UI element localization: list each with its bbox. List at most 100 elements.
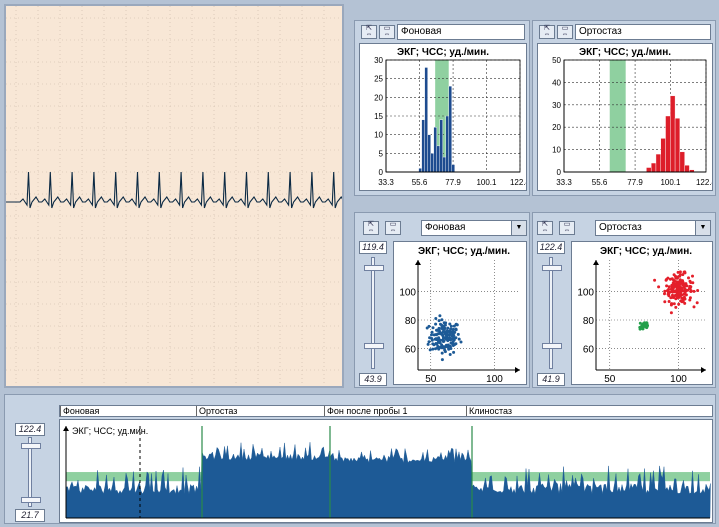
histogram-bar xyxy=(439,119,443,173)
segment-label[interactable]: Клиностаз xyxy=(466,406,512,416)
scatter-point xyxy=(671,293,674,297)
scale-tool-button[interactable]: ▭ ⇔ xyxy=(385,221,401,235)
scatter-point xyxy=(438,332,442,336)
scatter-point xyxy=(431,347,435,351)
scatter-point xyxy=(674,289,678,293)
scatter-point xyxy=(638,321,642,325)
scatter-point xyxy=(442,346,446,350)
slider-handle-bottom[interactable] xyxy=(364,343,384,349)
histogram-bar xyxy=(433,126,437,173)
y-axis-arrow-icon xyxy=(63,426,69,431)
scatter-point xyxy=(451,340,455,344)
slider-handle-bottom[interactable] xyxy=(21,497,41,503)
stage-dropdown[interactable]: Фоновая ▼ xyxy=(421,220,527,236)
scatter-point xyxy=(435,338,439,342)
select-tool-button[interactable]: ⇱ ⇔ xyxy=(363,221,379,235)
stage-dropdown[interactable]: Ортостаз ▼ xyxy=(595,220,711,236)
histogram-bar xyxy=(646,167,652,173)
scatter-point xyxy=(436,346,440,350)
histogram-bar xyxy=(650,162,657,173)
scatter-point xyxy=(683,301,687,305)
scatter-point xyxy=(676,287,680,291)
x-tick-label: 33.3 xyxy=(556,178,572,187)
y-tick-label: 5 xyxy=(379,149,384,158)
slider-handle-bottom[interactable] xyxy=(542,343,562,349)
segment-label[interactable]: Фоновая xyxy=(60,406,99,416)
scatter-panel-orthostasis: ⇱ ⇔ ▭ ⇔ Ортостаз ▼ 122.4 41.9 ЭКГ; ЧСС; уд… xyxy=(532,212,716,388)
scale-tool-button[interactable]: ▭ ⇔ xyxy=(559,221,575,235)
x-tick-label: 122.4 xyxy=(510,178,526,187)
scale-tool-button[interactable]: ▭ ⇔ xyxy=(379,25,395,39)
select-tool-button[interactable]: ⇱ ⇔ xyxy=(539,25,555,39)
ecg-trace xyxy=(6,171,342,209)
segment-label[interactable]: Ортостаз xyxy=(196,406,237,416)
stage-selector[interactable]: Ортостаз xyxy=(575,24,711,40)
scatter-point xyxy=(681,273,685,277)
trend-chart: ЭКГ; ЧСС; уд.мин. xyxy=(59,419,713,523)
scatter-point xyxy=(695,301,699,305)
stage-selector-value: Фоновая xyxy=(401,26,442,37)
scatter-point xyxy=(638,325,642,329)
scatter-point xyxy=(665,284,669,288)
scatter-point xyxy=(454,327,458,331)
x-tick-label: 50 xyxy=(425,374,437,384)
scatter-point xyxy=(432,333,436,337)
stage-selector[interactable]: Фоновая xyxy=(397,24,525,40)
chevron-down-icon[interactable]: ▼ xyxy=(511,221,526,235)
slider-track xyxy=(28,437,32,507)
scale-tool-button[interactable]: ▭ ⇔ xyxy=(557,25,573,39)
scatter-point xyxy=(426,342,430,346)
scatter-point xyxy=(449,331,453,335)
histogram-bar xyxy=(418,168,422,173)
scatter-point xyxy=(687,276,690,280)
scatter-point xyxy=(678,282,682,286)
vertical-range-slider[interactable] xyxy=(19,437,41,507)
select-tool-button[interactable]: ⇱ ⇔ xyxy=(361,25,377,39)
segment-label[interactable]: Фон после пробы 1 xyxy=(324,406,407,416)
plot-frame xyxy=(385,59,521,173)
scatter-point xyxy=(689,281,693,284)
select-tool-button[interactable]: ⇱ ⇔ xyxy=(537,221,553,235)
chart-title: ЭКГ; ЧСС; уд./мин. xyxy=(418,246,510,257)
vertical-range-slider[interactable] xyxy=(541,257,562,369)
plot-frame xyxy=(563,59,707,173)
scatter-point xyxy=(446,326,450,330)
y-tick-label: 20 xyxy=(552,123,561,132)
chart-title: ЭКГ; ЧСС; уд./мин. xyxy=(579,47,671,58)
scatter-point xyxy=(438,314,442,318)
y-tick-label: 20 xyxy=(374,93,383,102)
histogram-panel-background: ⇱ ⇔ ▭ ⇔ Фоновая ЭКГ; ЧСС; уд./мин. 0 5 10 15 20… xyxy=(354,20,531,196)
histogram-bar xyxy=(424,67,428,173)
vertical-range-slider[interactable] xyxy=(363,257,384,369)
slider-min-value: 43.9 xyxy=(359,373,387,386)
scatter-point xyxy=(437,319,441,323)
scatter-point xyxy=(667,293,671,296)
scatter-panel-background: ⇱ ⇔ ▭ ⇔ Фоновая ▼ 119.4 43.9 ЭКГ; ЧСС; уд.… xyxy=(354,212,530,388)
scatter-point xyxy=(439,322,442,326)
scatter-chart: ЭКГ; ЧСС; уд./мин. 60 80 100 50 100 xyxy=(571,241,713,385)
y-tick-label: 10 xyxy=(374,131,383,140)
scatter-point xyxy=(452,350,456,354)
slider-handle-top[interactable] xyxy=(21,443,41,449)
scatter-point xyxy=(672,273,676,277)
y-tick-label: 60 xyxy=(583,345,595,356)
scatter-point xyxy=(431,326,435,330)
scatter-point xyxy=(446,343,450,347)
scatter-point xyxy=(689,289,693,293)
histogram-bar xyxy=(660,138,666,173)
x-tick-label: 50 xyxy=(604,374,616,384)
scatter-point xyxy=(434,322,438,326)
highlight-band xyxy=(609,60,626,172)
scatter-chart: ЭКГ; ЧСС; уд./мин. 60 80 100 50 100 xyxy=(393,241,527,385)
scatter-point xyxy=(672,302,676,306)
chevron-down-icon[interactable]: ▼ xyxy=(695,221,710,235)
slider-handle-top[interactable] xyxy=(542,265,562,271)
trend-panel: Фоновая Ортостаз Фон после пробы 1 Клино… xyxy=(4,394,716,524)
x-tick-label: 33.3 xyxy=(378,178,394,187)
slider-handle-top[interactable] xyxy=(364,265,384,271)
slider-min-value: 41.9 xyxy=(537,373,565,386)
scatter-point xyxy=(667,285,671,289)
scatter-svg: ЭКГ; ЧСС; уд./мин. 60 80 100 50 100 xyxy=(577,246,706,385)
histogram-bar xyxy=(430,153,434,173)
y-tick-label: 60 xyxy=(405,345,417,356)
